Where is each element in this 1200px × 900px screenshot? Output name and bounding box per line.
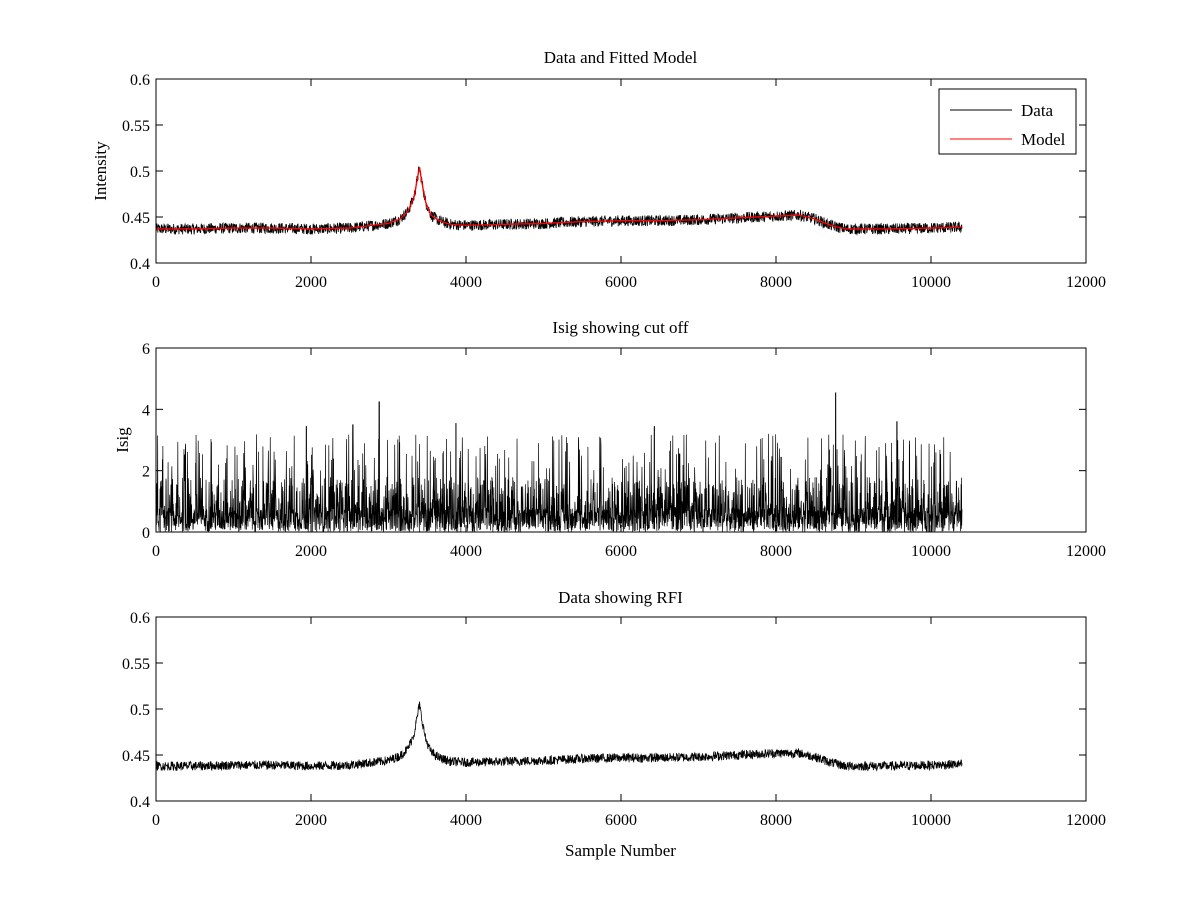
series-line-data [155, 701, 963, 772]
y-tick-label: 0.6 [130, 610, 150, 627]
y-tick-label: 0.4 [130, 256, 150, 273]
legend-box [938, 88, 1077, 155]
x-tick-label: 2000 [295, 812, 327, 829]
y-tick-label: 0.5 [130, 702, 150, 719]
y-tick-label: 0.4 [130, 794, 150, 811]
x-tick-label: 6000 [605, 812, 637, 829]
x-tick-label: 10000 [911, 543, 951, 560]
y-tick-label: 0.5 [130, 164, 150, 181]
x-tick-label: 8000 [760, 543, 792, 560]
y-tick-label: 0 [142, 525, 150, 542]
subplot-3-ticks: 0 2000 4000 6000 8000 10000 12000 0.4 0.45 0.5 0.5… [122, 610, 1106, 829]
x-tick-label: 2000 [295, 543, 327, 560]
y-tick-label: 2 [142, 464, 150, 481]
subplot-3-plot-area [155, 701, 963, 772]
legend: Data Model [938, 88, 1077, 155]
subplot-data-showing-rfi: Data showing RFI 0 2000 4000 6000 8000 10000 1… [122, 588, 1106, 860]
subplot-data-and-fitted-model: Data and Fitted Model Intensity 0 2000 400… [91, 48, 1106, 291]
y-tick-label: 0.45 [122, 210, 150, 227]
x-tick-label: 8000 [760, 812, 792, 829]
legend-data-label: Data [1021, 101, 1054, 120]
x-tick-label: 0 [152, 812, 160, 829]
series-line-model [156, 167, 963, 230]
x-tick-label: 4000 [450, 812, 482, 829]
subplot-1-ylabel: Intensity [91, 141, 110, 201]
subplot-2-ticks: 0 2000 4000 6000 8000 10000 12000 0 2 4 6 [142, 341, 1106, 560]
subplot-1-title: Data and Fitted Model [544, 48, 698, 67]
subplot-1-plot-area [155, 166, 963, 236]
y-tick-label: 0.55 [122, 118, 150, 135]
x-tick-label: 0 [152, 274, 160, 291]
x-tick-label: 12000 [1066, 543, 1106, 560]
series-line-isig [155, 392, 963, 533]
y-tick-label: 4 [142, 402, 150, 419]
subplot-1-ticks: 0 2000 4000 6000 8000 10000 12000 0.4 0.45 0.5 0.5… [122, 72, 1106, 291]
subplot-2-plot-area [155, 392, 963, 533]
subplot-isig-showing-cut-off: Isig showing cut off Isig 0 2000 4000 6000 8… [113, 318, 1106, 560]
x-tick-label: 0 [152, 543, 160, 560]
x-tick-label: 10000 [911, 812, 951, 829]
subplot-2-axes-box [155, 347, 1087, 533]
x-tick-label: 6000 [605, 274, 637, 291]
y-tick-label: 0.45 [122, 748, 150, 765]
x-tick-label: 8000 [760, 274, 792, 291]
subplot-1-axes-box [155, 78, 1087, 264]
y-tick-label: 6 [142, 341, 150, 358]
subplot-3-title: Data showing RFI [558, 588, 683, 607]
x-tick-label: 10000 [911, 274, 951, 291]
x-tick-label: 12000 [1066, 812, 1106, 829]
y-tick-label: 0.6 [130, 72, 150, 89]
x-tick-label: 4000 [450, 274, 482, 291]
subplot-2-ylabel: Isig [113, 427, 132, 453]
subplot-2-title: Isig showing cut off [552, 318, 688, 337]
x-tick-label: 4000 [450, 543, 482, 560]
x-tick-label: 2000 [295, 274, 327, 291]
subplot-3-axes-box [155, 616, 1087, 802]
y-tick-label: 0.55 [122, 656, 150, 673]
legend-model-label: Model [1021, 130, 1066, 149]
subplot-3-xlabel: Sample Number [565, 841, 676, 860]
x-tick-label: 12000 [1066, 274, 1106, 291]
x-tick-label: 6000 [605, 543, 637, 560]
